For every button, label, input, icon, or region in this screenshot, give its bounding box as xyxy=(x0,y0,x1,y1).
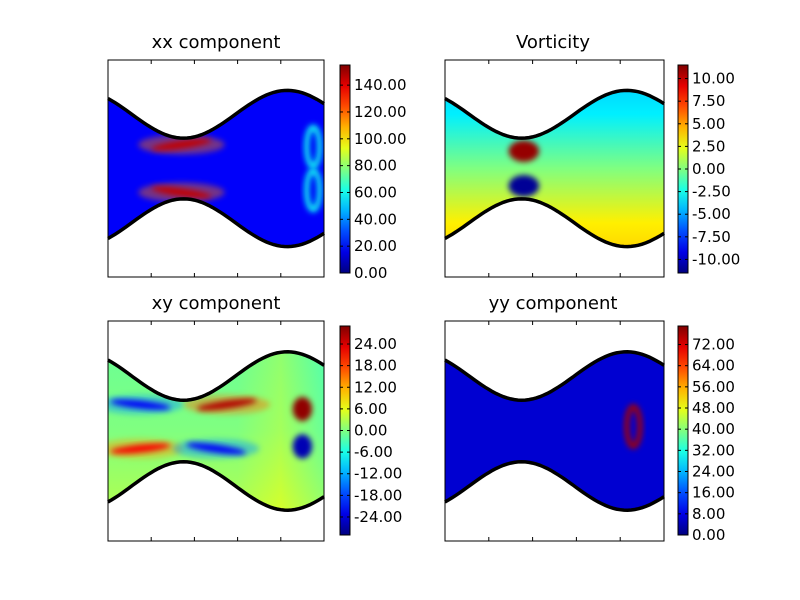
colorbar-tick-label: -5.00 xyxy=(692,205,731,223)
wall-bottom xyxy=(107,460,325,512)
field-feature xyxy=(110,399,171,410)
field-feature xyxy=(292,434,313,459)
wall-bottom xyxy=(444,197,665,249)
axes-frame xyxy=(107,59,325,278)
colorbar-tick-label: -24.00 xyxy=(354,508,402,526)
colorbar-tick-label: 20.00 xyxy=(354,237,397,255)
wall-top xyxy=(444,350,665,402)
panel-xx: xx component 0.00 20.00 40.00 60.00 80.00 100… xyxy=(107,32,407,282)
field-feature xyxy=(304,168,323,213)
colorbar-tick-label: 56.00 xyxy=(692,378,735,396)
colorbar-tick-label: -6.00 xyxy=(354,443,393,461)
colorbar-tick-label: 72.00 xyxy=(692,336,735,354)
colorbar-tick-label: 40.00 xyxy=(354,210,397,228)
colorbar-tick-label: 40.00 xyxy=(692,420,735,438)
colorbar-tick-label: -7.50 xyxy=(692,228,731,246)
colorbar-tick-label: 5.00 xyxy=(692,115,725,133)
plot-area xyxy=(444,59,665,278)
colorbar-gradient xyxy=(677,325,689,536)
colorbar-tick-label: 120.00 xyxy=(354,103,407,121)
colorbar-tick-label: 7.50 xyxy=(692,92,725,110)
axes-frame xyxy=(107,320,325,542)
axes-frame xyxy=(444,320,665,542)
colorbar-tick-label: 2.50 xyxy=(692,137,725,155)
field-feature xyxy=(110,443,171,454)
colorbar-tick-label: 60.00 xyxy=(354,183,397,201)
colorbar-tick-label: 0.00 xyxy=(692,160,725,178)
wall-top xyxy=(444,88,665,140)
wall-bottom xyxy=(107,197,325,249)
colorbar-tick-label: -18.00 xyxy=(354,486,402,504)
chart-title: Vorticity xyxy=(516,32,590,53)
field-feature xyxy=(508,140,540,162)
chart-title: xx component xyxy=(152,32,281,53)
field-feature xyxy=(151,138,212,151)
wall-top xyxy=(107,88,325,140)
colorbar-tick-label: 12.00 xyxy=(354,378,397,396)
field-feature xyxy=(624,404,643,449)
field-feature xyxy=(151,186,212,199)
colorbar-tick-label: 0.00 xyxy=(354,422,387,440)
panel-yy: yy component 0.00 8.00 16.00 24.00 32.00 40.0… xyxy=(444,293,735,544)
plot-area xyxy=(444,320,665,542)
colorbar-tick-label: 8.00 xyxy=(692,505,725,523)
colorbar-tick-label: 48.00 xyxy=(692,399,735,417)
colorbar: -10.00 -7.50 -5.00 -2.50 0.00 2.50 5.00 7.50 10.… xyxy=(677,64,740,274)
chart-title: yy component xyxy=(489,293,618,314)
panel-vorticity: Vorticity -10.00 -7.50 -5.00 -2.50 0.00 2.50 5… xyxy=(444,32,740,278)
field-feature xyxy=(196,398,257,411)
field-feature xyxy=(292,396,313,422)
colorbar: 0.00 8.00 16.00 24.00 32.00 40.00 48.00 56.00 64… xyxy=(677,325,735,544)
field-feature xyxy=(508,175,540,197)
field-feature xyxy=(186,442,246,455)
colorbar-tick-label: 80.00 xyxy=(354,157,397,175)
axis-ticks xyxy=(150,60,282,277)
colorbar-tick-label: 18.00 xyxy=(354,357,397,375)
axis-ticks xyxy=(488,60,621,277)
colorbar-tick-label: 64.00 xyxy=(692,357,735,375)
colorbar-tick-label: 10.00 xyxy=(692,70,735,88)
colorbar-tick-label: 0.00 xyxy=(692,526,725,544)
wall-bottom xyxy=(444,460,665,512)
plot-area xyxy=(107,59,325,278)
colorbar-tick-label: 16.00 xyxy=(692,484,735,502)
colorbar: 0.00 20.00 40.00 60.00 80.00 100.00 120.00 140.… xyxy=(339,64,407,282)
colorbar-tick-label: 6.00 xyxy=(354,400,387,418)
colorbar-tick-label: 24.00 xyxy=(692,463,735,481)
field-feature xyxy=(304,124,323,169)
colorbar-gradient xyxy=(339,64,351,274)
colorbar-tick-label: 24.00 xyxy=(354,335,397,353)
colorbar-tick-label: -10.00 xyxy=(692,250,740,268)
axes-frame xyxy=(444,59,665,278)
wall-top xyxy=(107,350,325,402)
colorbar-tick-label: -12.00 xyxy=(354,465,402,483)
colorbar-tick-label: 140.00 xyxy=(354,76,407,94)
colorbar-tick-label: 100.00 xyxy=(354,130,407,148)
colorbar-tick-label: 32.00 xyxy=(692,441,735,459)
axis-ticks xyxy=(488,321,621,541)
plot-area xyxy=(107,320,325,542)
colorbar-tick-label: 0.00 xyxy=(354,264,387,282)
colorbar: -24.00 -18.00 -12.00 -6.00 0.00 6.00 12.00 18.0… xyxy=(339,325,402,536)
colorbar-tick-label: -2.50 xyxy=(692,183,731,201)
axis-ticks xyxy=(150,321,282,541)
chart-title: xy component xyxy=(152,293,281,314)
panel-xy: xy component -24.00 -18.00 -12.00 -6.00 0.00… xyxy=(107,293,402,542)
